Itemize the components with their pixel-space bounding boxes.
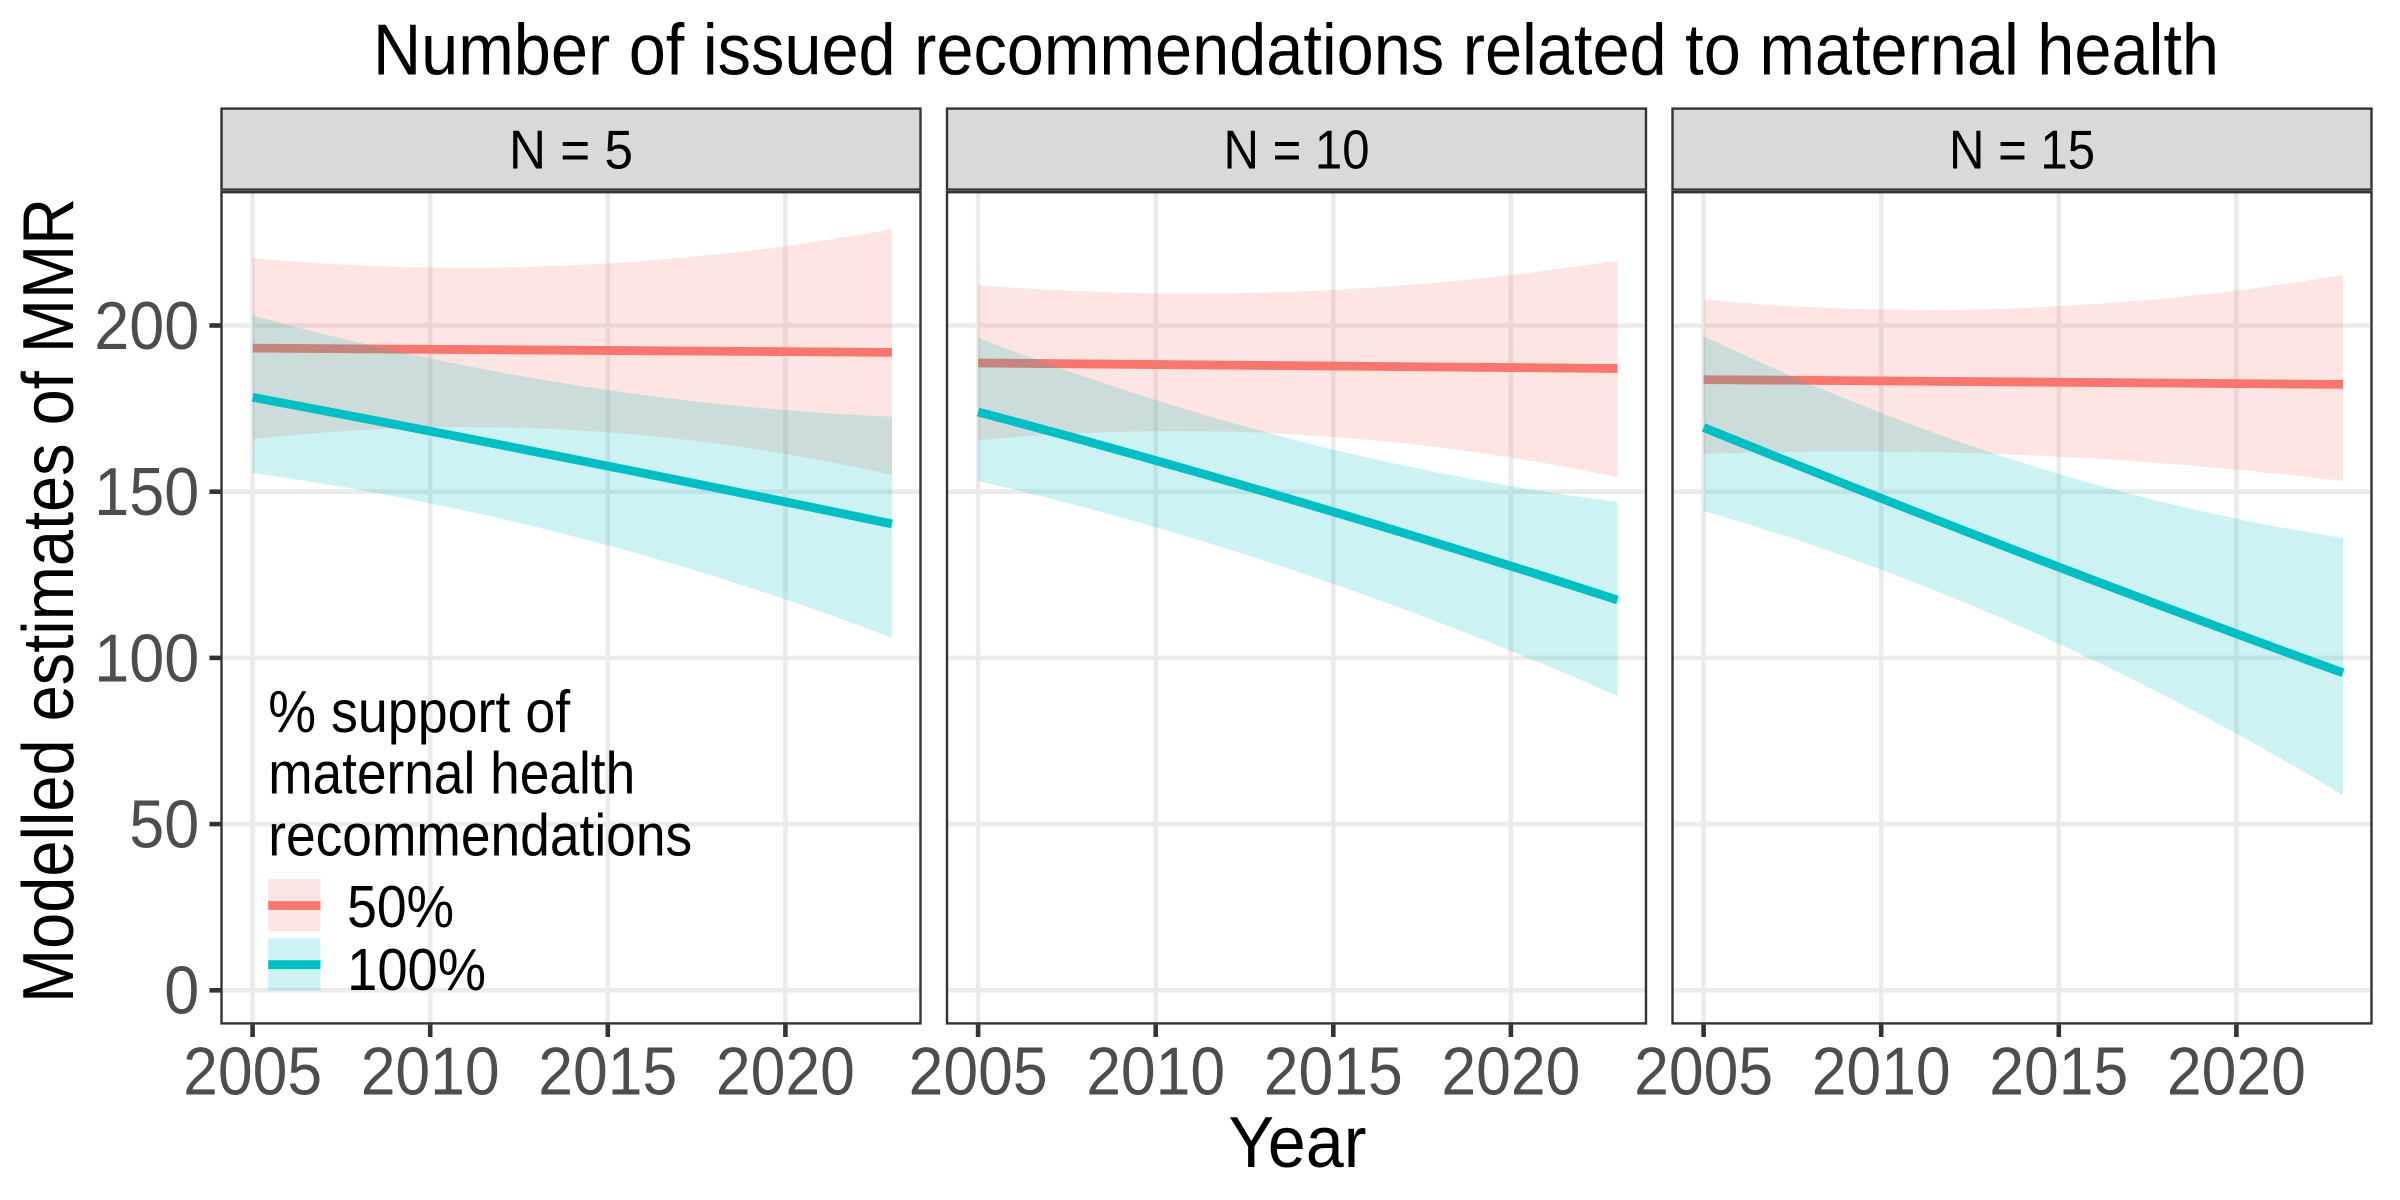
svg-text:2015: 2015 (538, 1034, 677, 1110)
svg-text:% support of: % support of (268, 679, 571, 745)
svg-text:100: 100 (94, 620, 199, 696)
svg-text:N = 5: N = 5 (509, 119, 633, 181)
svg-text:2015: 2015 (1989, 1034, 2128, 1110)
svg-text:2005: 2005 (1634, 1034, 1773, 1110)
svg-text:Year: Year (1229, 1103, 1367, 1183)
svg-text:150: 150 (94, 454, 199, 530)
svg-text:2005: 2005 (183, 1034, 322, 1110)
svg-text:200: 200 (94, 288, 199, 364)
svg-text:N = 15: N = 15 (1949, 119, 2095, 181)
svg-text:2020: 2020 (1441, 1034, 1580, 1110)
svg-text:recommendations: recommendations (268, 803, 692, 869)
svg-text:2010: 2010 (1086, 1034, 1225, 1110)
svg-text:2020: 2020 (716, 1034, 855, 1110)
svg-text:N = 10: N = 10 (1224, 119, 1370, 181)
svg-text:2020: 2020 (2167, 1034, 2306, 1110)
svg-text:maternal health: maternal health (268, 741, 635, 807)
svg-text:100%: 100% (347, 937, 486, 1003)
svg-text:2010: 2010 (361, 1034, 500, 1110)
svg-text:Modelled estimates of MMR: Modelled estimates of MMR (9, 198, 89, 1003)
svg-text:0: 0 (164, 953, 199, 1029)
svg-text:50: 50 (129, 787, 199, 863)
svg-text:2015: 2015 (1264, 1034, 1403, 1110)
svg-text:Number of issued recommendatio: Number of issued recommendations related… (373, 10, 2219, 90)
svg-text:50%: 50% (347, 874, 454, 940)
svg-text:2010: 2010 (1812, 1034, 1951, 1110)
svg-text:2005: 2005 (909, 1034, 1048, 1110)
